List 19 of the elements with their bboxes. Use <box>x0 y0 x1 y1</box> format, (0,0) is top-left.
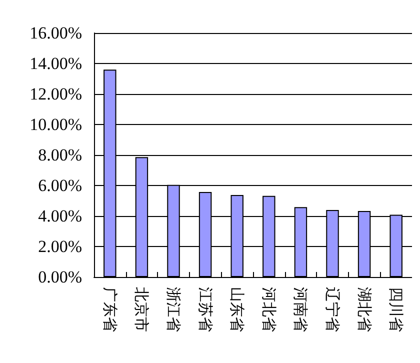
y-tick-label: 12.00% <box>30 84 82 104</box>
y-tick-label: 0.00% <box>38 268 82 286</box>
y-tick-label: 16.00% <box>30 24 82 42</box>
y-tick-label: 4.00% <box>38 206 82 226</box>
y-tick-label: 14.00% <box>30 54 82 73</box>
x-tick-label: 四川省 <box>387 287 406 332</box>
y-tick-label: 8.00% <box>38 146 82 164</box>
x-tick-label: 广东省 <box>100 287 119 332</box>
x-tick-label: 河南省 <box>292 287 310 332</box>
y-tick-label: 10.00% <box>30 115 82 134</box>
x-tick-label: 江苏省 <box>196 287 214 332</box>
x-tick-label: 河北省 <box>260 287 278 332</box>
y-tick-label: 2.00% <box>38 237 82 256</box>
x-tick-label: 浙江省 <box>164 287 182 332</box>
x-tick-label: 山东省 <box>228 287 246 332</box>
x-tick-label: 北京市 <box>132 287 151 332</box>
x-tick-label: 湖北省 <box>355 287 374 332</box>
y-tick-label: 6.00% <box>38 176 82 195</box>
x-tick-label: 辽宁省 <box>324 287 342 332</box>
